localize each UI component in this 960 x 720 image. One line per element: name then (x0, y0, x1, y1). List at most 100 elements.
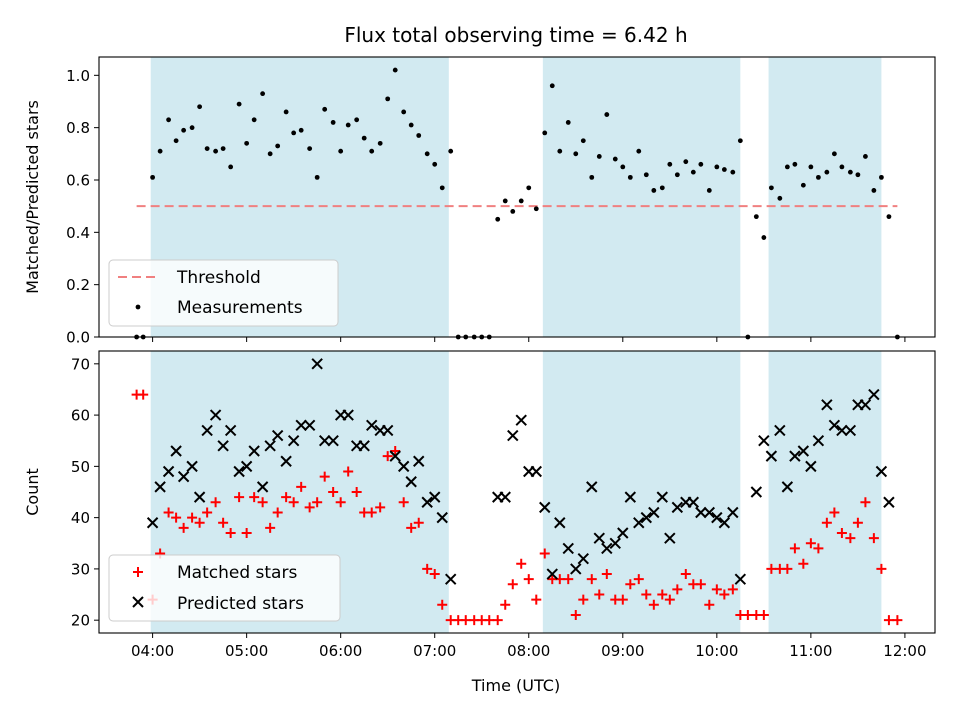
predicted-star-point (797, 445, 810, 457)
matched-star-point (484, 615, 495, 626)
predicted-star-point (280, 455, 292, 467)
measurement-point (659, 185, 665, 191)
x-tick-label: 12:00 (883, 642, 926, 660)
matched-star-point (296, 481, 307, 492)
measurement-point (714, 164, 720, 170)
measurement-point (526, 185, 532, 191)
predicted-star-point (397, 460, 410, 473)
matched-star-point (625, 579, 636, 590)
matched-star-point (766, 563, 777, 574)
measurement-point (228, 164, 234, 170)
predicted-star-point (624, 491, 637, 503)
measurement-point (847, 169, 853, 175)
measurement-point (361, 135, 367, 141)
predicted-star-point (186, 460, 198, 473)
matched-star-point (187, 512, 198, 523)
bottom-legend: Matched stars Predicted stars (108, 554, 341, 622)
matched-star-points (131, 389, 903, 626)
bottom-panel: 20 30 40 50 60 70 04:00 05:00 06:00 07:00 08:00 09… (23, 350, 936, 695)
measurement-point (432, 161, 438, 167)
matched-star-point (727, 584, 738, 595)
predicted-star-point (413, 455, 425, 467)
predicted-star-point (342, 409, 354, 421)
matched-star-point (852, 517, 863, 528)
matched-star-point (680, 569, 691, 580)
measurement-point (565, 120, 571, 125)
predicted-star-point (765, 450, 778, 462)
predicted-star-points (146, 358, 895, 585)
measurement-point (643, 172, 649, 178)
matched-star-point (304, 502, 315, 513)
matched-star-point (758, 610, 769, 621)
matched-star-point (883, 615, 894, 626)
matched-star-point (241, 528, 252, 539)
predicted-star-point (515, 414, 527, 426)
matched-star-point (343, 466, 354, 477)
measurement-point (777, 195, 783, 201)
matched-star-point (138, 389, 149, 400)
predicted-star-point (883, 496, 895, 508)
legend-threshold-label: Threshold (176, 268, 261, 288)
predicted-star-point (727, 506, 739, 519)
predicted-star-point (656, 491, 668, 503)
measurement-point (620, 164, 626, 170)
measurement-point (502, 198, 508, 204)
matched-star-point (601, 569, 612, 580)
measurement-point (291, 130, 297, 136)
observing-window (768, 351, 882, 633)
predicted-star-point (577, 552, 590, 565)
measurement-point (683, 159, 689, 165)
measurement-point (839, 164, 845, 170)
bottom-y-axis: 20 30 40 50 60 70 (71, 355, 99, 630)
matched-star-point (711, 584, 722, 595)
predicted-star-point (162, 465, 175, 478)
predicted-star-point (170, 445, 182, 457)
matched-star-point (288, 497, 299, 508)
legend-predicted-swatch (132, 596, 144, 608)
measurement-point (439, 185, 445, 191)
measurement-point (557, 148, 563, 154)
measurement-point (251, 117, 257, 123)
matched-star-point (789, 543, 800, 554)
observing-window (542, 351, 741, 633)
measurement-point (244, 140, 250, 146)
matched-star-point (586, 574, 597, 585)
measurement-point (181, 127, 187, 133)
observing-window (542, 57, 741, 337)
matched-star-point (234, 492, 245, 503)
matched-star-point (413, 517, 424, 528)
bottom-y-axis-label: Count (23, 468, 42, 516)
predicted-star-point (240, 460, 253, 473)
matched-star-point (633, 574, 644, 585)
measurement-point (698, 161, 704, 167)
measurement-point (220, 146, 226, 151)
matched-star-point (406, 522, 417, 533)
measurement-point (533, 206, 539, 212)
measurement-point (753, 214, 759, 220)
measurement-point (236, 101, 242, 107)
x-tick-label: 04:00 (131, 642, 174, 660)
predicted-star-point (593, 532, 605, 544)
chart-title: Flux total observing time = 6.42 h (344, 23, 687, 47)
predicted-star-point (546, 568, 558, 580)
matched-star-point (570, 610, 581, 621)
matched-star-point (328, 487, 339, 497)
matched-star-point (210, 497, 221, 508)
measurement-point (401, 109, 407, 115)
predicted-star-point (868, 388, 880, 401)
x-tick-label: 10:00 (695, 642, 738, 660)
measurement-point (573, 151, 579, 157)
predicted-star-point (358, 440, 370, 452)
bottom-legend-box (108, 554, 341, 622)
matched-star-point (272, 507, 283, 518)
matched-star-point (813, 543, 824, 554)
measurement-point (275, 143, 281, 149)
matched-star-point (437, 599, 448, 610)
predicted-star-point (758, 435, 770, 447)
measurement-point (792, 161, 798, 167)
measurement-point (166, 117, 171, 123)
predicted-star-point (146, 517, 159, 529)
top-legend-box (108, 259, 339, 327)
matched-star-point (782, 563, 793, 574)
measurement-point (173, 138, 179, 144)
